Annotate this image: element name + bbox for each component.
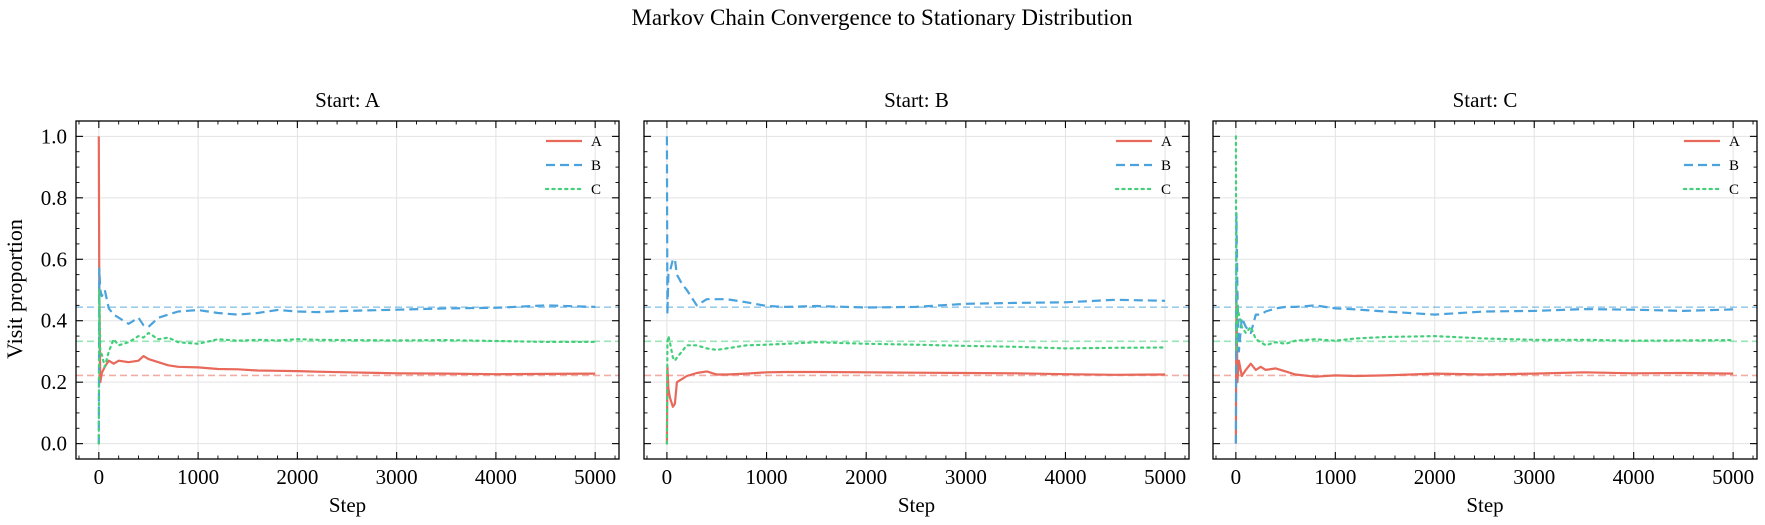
y-tick-label: 0.6 bbox=[41, 247, 67, 271]
subplot-b: 0 1000 2000 3000 4000 5000 Start: B Step ABC bbox=[643, 88, 1190, 517]
axes-frame bbox=[643, 120, 1190, 460]
series-line-a bbox=[97, 136, 596, 384]
subplot-a: 0 1000 2000 3000 4000 5000 0.0 0.2 0.4 0.6 0.8 1.0 S… bbox=[41, 88, 620, 517]
legend-label-a: A bbox=[1161, 134, 1172, 150]
subplot-title: Start: A bbox=[315, 88, 381, 112]
series-line-b bbox=[665, 136, 1166, 316]
x-tick-label: 3000 bbox=[1513, 465, 1555, 489]
x-tick-label: 1000 bbox=[1314, 465, 1356, 489]
subplot-c: 0 1000 2000 3000 4000 5000 Start: C Step ABC bbox=[1212, 88, 1758, 517]
legend-label-b: B bbox=[1729, 158, 1739, 174]
legend: ABC bbox=[544, 134, 602, 198]
subplots: 0 1000 2000 3000 4000 5000 0.0 0.2 0.4 0.6 0.8 1.0 S… bbox=[41, 88, 1758, 517]
y-tick-label: 0.2 bbox=[41, 370, 67, 394]
x-tick-label: 0 bbox=[1231, 465, 1242, 489]
figure-title: Markov Chain Convergence to Stationary D… bbox=[631, 5, 1133, 30]
x-tick-label: 2000 bbox=[1414, 465, 1456, 489]
legend-label-c: C bbox=[591, 182, 601, 198]
legend-label-b: B bbox=[591, 158, 601, 174]
axes-frame bbox=[1212, 120, 1758, 460]
y-axis-label: Visit proportion bbox=[2, 219, 27, 359]
x-tick-label: 2000 bbox=[845, 465, 887, 489]
series-line-a bbox=[665, 365, 1166, 444]
x-tick-label: 4000 bbox=[1044, 465, 1086, 489]
x-tick-label: 4000 bbox=[475, 465, 517, 489]
x-tick-label: 3000 bbox=[945, 465, 987, 489]
axes-frame bbox=[75, 120, 620, 460]
series-line-a bbox=[1234, 288, 1734, 444]
x-axis-label: Step bbox=[898, 493, 935, 517]
series-line-c bbox=[97, 288, 597, 445]
series-line-b bbox=[1234, 212, 1734, 444]
subplot-title: Start: B bbox=[884, 88, 949, 112]
subplot-title: Start: C bbox=[1453, 88, 1518, 112]
x-tick-label: 1000 bbox=[746, 465, 788, 489]
legend-label-b: B bbox=[1161, 158, 1171, 174]
legend-label-c: C bbox=[1729, 182, 1739, 198]
y-tick-label: 1.0 bbox=[41, 124, 67, 148]
y-tick-label: 0.0 bbox=[41, 432, 67, 456]
legend: ABC bbox=[1682, 134, 1740, 198]
y-tick-label: 0.8 bbox=[41, 186, 67, 210]
x-tick-label: 1000 bbox=[177, 465, 219, 489]
x-tick-label: 5000 bbox=[1712, 465, 1754, 489]
y-tick-label: 0.4 bbox=[41, 309, 68, 333]
x-tick-label: 4000 bbox=[1613, 465, 1655, 489]
x-tick-label: 0 bbox=[662, 465, 673, 489]
x-axis-label: Step bbox=[329, 493, 366, 517]
x-tick-label: 2000 bbox=[276, 465, 318, 489]
x-axis-label: Step bbox=[1466, 493, 1503, 517]
series-line-b bbox=[97, 267, 596, 444]
series-line-c bbox=[1234, 135, 1735, 353]
x-tick-label: 5000 bbox=[574, 465, 616, 489]
series-line-c bbox=[665, 335, 1167, 445]
x-tick-label: 5000 bbox=[1144, 465, 1186, 489]
legend-label-a: A bbox=[1729, 134, 1740, 150]
x-tick-label: 3000 bbox=[376, 465, 418, 489]
legend-label-c: C bbox=[1161, 182, 1171, 198]
x-tick-label: 0 bbox=[94, 465, 105, 489]
legend-label-a: A bbox=[591, 134, 602, 150]
legend: ABC bbox=[1114, 134, 1172, 198]
